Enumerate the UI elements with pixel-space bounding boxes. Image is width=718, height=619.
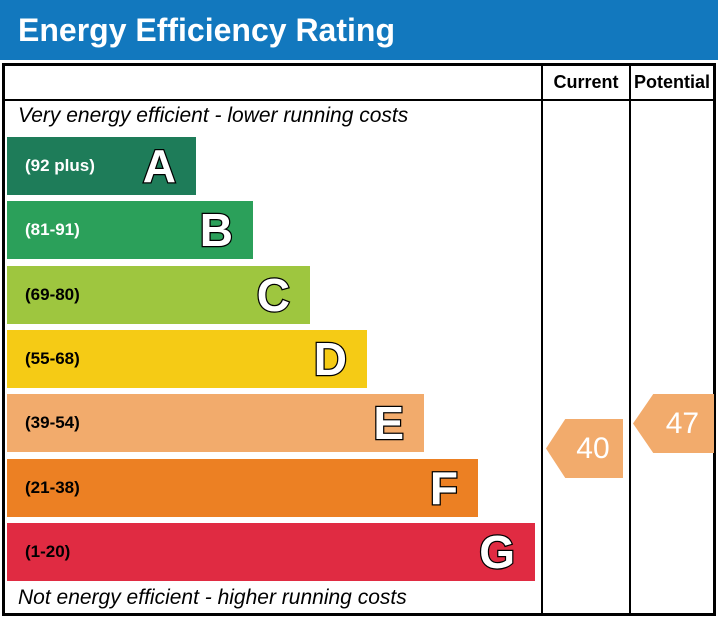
column-divider-potential [629, 63, 631, 616]
band-B: (81-91) B [7, 201, 253, 259]
band-range-label-B: (81-91) [25, 220, 80, 239]
band-letter-G: G [478, 525, 516, 580]
column-header-current: Current [553, 72, 619, 92]
band-G: (1-20) G [7, 523, 535, 581]
current-rating-value: 40 [576, 431, 610, 465]
column-divider-current [541, 63, 543, 616]
band-letter-C: C [256, 268, 292, 323]
band-range-label-C: (69-80) [25, 285, 80, 304]
band-F: (21-38) F [7, 459, 478, 517]
potential-rating-arrow: 47 [633, 394, 714, 453]
band-range-label-A: (92 plus) [25, 156, 95, 175]
title-bar: Energy Efficiency Rating [0, 0, 718, 60]
band-letter-A: A [142, 139, 178, 194]
column-header-potential: Potential [633, 72, 710, 92]
band-range-label-F: (21-38) [25, 478, 80, 497]
caption-very-efficient: Very energy efficient - lower running co… [18, 104, 409, 127]
band-A: (92 plus) A [7, 137, 196, 195]
band-range-label-G: (1-20) [25, 542, 71, 561]
header-separator-line [2, 99, 716, 101]
potential-rating-value: 47 [665, 406, 700, 440]
band-letter-B: B [199, 203, 235, 258]
band-E: (39-54) E [7, 394, 424, 452]
band-letter-E: E [372, 396, 405, 451]
band-range-label-E: (39-54) [25, 413, 80, 432]
band-C: (69-80) C [7, 266, 310, 324]
band-letter-F: F [429, 461, 460, 516]
page-title: Energy Efficiency Rating [18, 11, 395, 48]
band-range-label-D: (55-68) [25, 349, 80, 368]
band-letter-D: D [313, 332, 349, 387]
caption-not-efficient: Not energy efficient - higher running co… [18, 586, 407, 609]
band-D: (55-68) D [7, 330, 367, 388]
